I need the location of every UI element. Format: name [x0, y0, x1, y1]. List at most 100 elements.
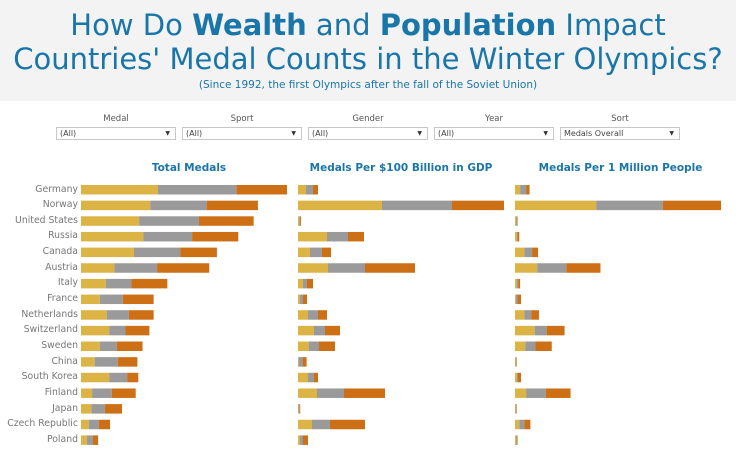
- gender-dropdown[interactable]: (All) ▼: [308, 127, 428, 140]
- bar-bronze[interactable]: [344, 388, 385, 398]
- bar-bronze[interactable]: [330, 419, 365, 430]
- bar-bronze[interactable]: [348, 231, 364, 242]
- bar-silver[interactable]: [314, 325, 325, 336]
- bar-silver[interactable]: [382, 200, 452, 211]
- bar-bronze[interactable]: [325, 325, 340, 336]
- bar-bronze[interactable]: [300, 216, 302, 226]
- bar-silver[interactable]: [109, 325, 126, 336]
- sort-dropdown[interactable]: Medals Overall ▼: [560, 127, 680, 140]
- bar-silver[interactable]: [309, 341, 319, 352]
- bar-silver[interactable]: [534, 325, 547, 336]
- bar-gold[interactable]: [515, 200, 597, 211]
- bar-silver[interactable]: [312, 419, 330, 430]
- bar-gold[interactable]: [298, 419, 312, 430]
- bar-silver[interactable]: [308, 372, 314, 383]
- bar-gold[interactable]: [515, 435, 516, 445]
- bar-bronze[interactable]: [98, 419, 111, 430]
- bar-bronze[interactable]: [116, 341, 143, 352]
- bar-bronze[interactable]: [546, 325, 565, 336]
- bar-gold[interactable]: [298, 200, 382, 211]
- bar-bronze[interactable]: [92, 435, 99, 445]
- bar-gold[interactable]: [81, 200, 151, 211]
- bar-gold[interactable]: [515, 372, 517, 383]
- bar-gold[interactable]: [515, 310, 525, 320]
- bar-bronze[interactable]: [198, 216, 254, 226]
- bar-gold[interactable]: [81, 294, 100, 305]
- bar-bronze[interactable]: [566, 263, 601, 273]
- bar-bronze[interactable]: [128, 310, 154, 320]
- bar-gold[interactable]: [298, 263, 328, 273]
- bar-silver[interactable]: [91, 404, 105, 414]
- bar-bronze[interactable]: [303, 294, 307, 305]
- bar-silver[interactable]: [106, 310, 129, 320]
- bar-gold[interactable]: [515, 185, 521, 195]
- bar-bronze[interactable]: [125, 325, 150, 336]
- bar-silver[interactable]: [88, 419, 99, 430]
- bar-silver[interactable]: [157, 185, 237, 195]
- bar-bronze[interactable]: [302, 357, 307, 367]
- bar-bronze[interactable]: [524, 419, 531, 430]
- bar-bronze[interactable]: [535, 341, 552, 352]
- bar-gold[interactable]: [515, 388, 527, 398]
- bar-bronze[interactable]: [518, 278, 521, 289]
- bar-bronze[interactable]: [516, 357, 517, 367]
- bar-gold[interactable]: [81, 357, 95, 367]
- bar-bronze[interactable]: [117, 357, 138, 367]
- bar-silver[interactable]: [516, 372, 518, 383]
- bar-gold[interactable]: [298, 388, 317, 398]
- bar-bronze[interactable]: [192, 231, 239, 242]
- bar-silver[interactable]: [298, 404, 300, 414]
- bar-gold[interactable]: [298, 404, 299, 414]
- bar-silver[interactable]: [150, 200, 207, 211]
- bar-silver[interactable]: [99, 341, 117, 352]
- bar-silver[interactable]: [515, 357, 517, 367]
- bar-gold[interactable]: [515, 263, 538, 273]
- bar-gold[interactable]: [515, 325, 535, 336]
- bar-silver[interactable]: [300, 435, 303, 445]
- bar-bronze[interactable]: [299, 404, 301, 414]
- bar-silver[interactable]: [516, 231, 518, 242]
- medal-dropdown[interactable]: (All) ▼: [56, 127, 176, 140]
- bar-gold[interactable]: [515, 294, 516, 305]
- bar-gold[interactable]: [81, 325, 110, 336]
- bar-silver[interactable]: [139, 216, 199, 226]
- bar-bronze[interactable]: [516, 216, 518, 226]
- bar-silver[interactable]: [298, 357, 303, 367]
- bar-bronze[interactable]: [111, 388, 136, 398]
- bar-bronze[interactable]: [314, 372, 318, 383]
- bar-bronze[interactable]: [180, 247, 217, 258]
- bar-bronze[interactable]: [516, 404, 517, 414]
- bar-bronze[interactable]: [365, 263, 415, 273]
- bar-silver[interactable]: [526, 388, 546, 398]
- bar-gold[interactable]: [298, 435, 300, 445]
- bar-silver[interactable]: [92, 388, 112, 398]
- bar-gold[interactable]: [515, 247, 525, 258]
- bar-gold[interactable]: [298, 310, 308, 320]
- bar-silver[interactable]: [306, 185, 313, 195]
- bar-silver[interactable]: [99, 294, 123, 305]
- bar-silver[interactable]: [317, 388, 344, 398]
- bar-bronze[interactable]: [206, 200, 258, 211]
- bar-bronze[interactable]: [157, 263, 210, 273]
- bar-silver[interactable]: [308, 310, 318, 320]
- bar-silver[interactable]: [515, 435, 517, 445]
- bar-gold[interactable]: [515, 419, 520, 430]
- bar-bronze[interactable]: [318, 310, 327, 320]
- bar-silver[interactable]: [109, 372, 128, 383]
- bar-silver[interactable]: [300, 294, 303, 305]
- bar-bronze[interactable]: [127, 372, 139, 383]
- bar-silver[interactable]: [143, 231, 193, 242]
- bar-silver[interactable]: [105, 278, 132, 289]
- bar-bronze[interactable]: [104, 404, 123, 414]
- bar-silver[interactable]: [303, 278, 307, 289]
- bar-silver[interactable]: [515, 404, 517, 414]
- bar-gold[interactable]: [298, 231, 327, 242]
- bar-silver[interactable]: [327, 231, 348, 242]
- bar-bronze[interactable]: [531, 310, 539, 320]
- bar-bronze[interactable]: [313, 185, 318, 195]
- bar-bronze[interactable]: [322, 247, 331, 258]
- bar-gold[interactable]: [298, 185, 306, 195]
- bar-bronze[interactable]: [662, 200, 721, 211]
- bar-bronze[interactable]: [517, 372, 521, 383]
- bar-bronze[interactable]: [517, 294, 521, 305]
